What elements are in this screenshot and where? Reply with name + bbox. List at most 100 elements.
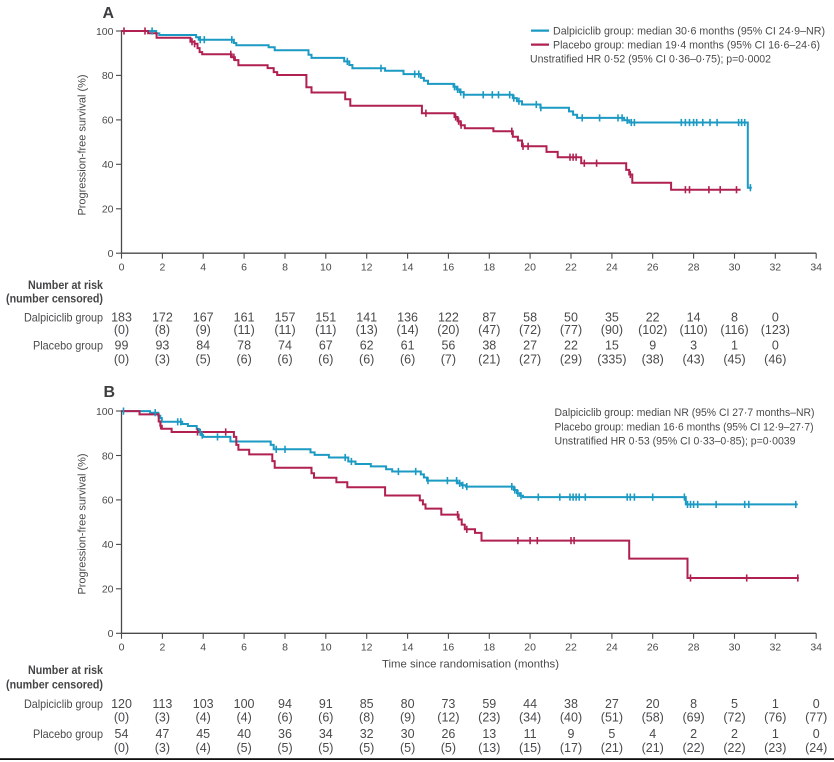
svg-text:99: 99 — [115, 339, 129, 353]
svg-text:113: 113 — [152, 697, 172, 711]
svg-text:(6): (6) — [236, 353, 251, 367]
svg-text:(3): (3) — [155, 710, 170, 724]
svg-text:0: 0 — [772, 311, 779, 325]
svg-text:(24): (24) — [805, 741, 827, 755]
svg-text:2: 2 — [731, 727, 738, 741]
svg-text:(20): (20) — [437, 323, 459, 337]
svg-text:45: 45 — [196, 727, 210, 741]
svg-text:10: 10 — [320, 642, 332, 654]
svg-text:(58): (58) — [642, 710, 664, 724]
svg-text:0: 0 — [772, 339, 779, 353]
svg-text:4: 4 — [649, 727, 656, 741]
svg-text:16: 16 — [443, 262, 455, 274]
svg-text:30: 30 — [729, 642, 741, 654]
svg-text:(43): (43) — [682, 353, 704, 367]
svg-text:Unstratified HR 0·53 (95% CI 0: Unstratified HR 0·53 (95% CI 0·33–0·85);… — [555, 436, 796, 448]
svg-text:(22): (22) — [723, 741, 745, 755]
svg-text:(102): (102) — [638, 323, 667, 337]
svg-text:(4): (4) — [196, 741, 211, 755]
svg-text:(123): (123) — [761, 323, 790, 337]
svg-text:122: 122 — [438, 311, 459, 325]
svg-text:78: 78 — [237, 339, 251, 353]
svg-text:26: 26 — [441, 727, 455, 741]
svg-text:141: 141 — [356, 311, 377, 325]
svg-text:(5): (5) — [318, 741, 333, 755]
svg-text:(6): (6) — [277, 710, 292, 724]
svg-text:(7): (7) — [441, 353, 456, 367]
svg-text:8: 8 — [690, 697, 697, 711]
svg-text:(21): (21) — [478, 353, 500, 367]
svg-text:1: 1 — [772, 727, 779, 741]
svg-text:93: 93 — [155, 339, 169, 353]
svg-text:(110): (110) — [679, 323, 707, 337]
svg-text:1: 1 — [731, 339, 738, 353]
svg-text:(6): (6) — [318, 710, 333, 724]
svg-text:15: 15 — [605, 339, 619, 353]
svg-text:62: 62 — [360, 339, 374, 353]
svg-text:(21): (21) — [601, 741, 623, 755]
svg-text:(0): (0) — [114, 710, 129, 724]
svg-text:10: 10 — [320, 262, 332, 274]
svg-text:5: 5 — [608, 727, 615, 741]
svg-text:(40): (40) — [560, 710, 582, 724]
svg-text:6: 6 — [241, 642, 247, 654]
svg-text:(8): (8) — [155, 323, 170, 337]
svg-text:(number censored): (number censored) — [6, 292, 103, 306]
svg-text:32: 32 — [769, 642, 781, 654]
svg-text:161: 161 — [234, 311, 255, 325]
svg-text:100: 100 — [96, 406, 114, 418]
svg-text:24: 24 — [606, 262, 618, 274]
svg-text:(11): (11) — [274, 323, 295, 337]
svg-text:183: 183 — [111, 311, 132, 325]
svg-text:167: 167 — [193, 311, 214, 325]
svg-text:(21): (21) — [642, 741, 664, 755]
svg-text:(5): (5) — [359, 741, 374, 755]
svg-text:60: 60 — [102, 495, 114, 507]
svg-text:30: 30 — [401, 727, 415, 741]
svg-text:87: 87 — [482, 311, 496, 325]
svg-text:61: 61 — [401, 339, 415, 353]
svg-text:27: 27 — [605, 697, 619, 711]
svg-text:20: 20 — [102, 584, 114, 596]
svg-text:(11): (11) — [233, 323, 254, 337]
svg-text:22: 22 — [565, 262, 577, 274]
svg-text:(34): (34) — [519, 710, 541, 724]
svg-text:(4): (4) — [236, 710, 251, 724]
svg-text:59: 59 — [482, 697, 496, 711]
svg-text:(72): (72) — [519, 323, 541, 337]
svg-text:(9): (9) — [196, 323, 211, 337]
svg-text:A: A — [103, 5, 115, 22]
svg-text:(8): (8) — [359, 710, 374, 724]
svg-text:103: 103 — [193, 697, 214, 711]
svg-text:Placebo group: Placebo group — [33, 727, 103, 741]
svg-text:35: 35 — [605, 311, 619, 325]
svg-text:73: 73 — [441, 697, 455, 711]
svg-text:34: 34 — [319, 727, 333, 741]
svg-text:20: 20 — [646, 697, 660, 711]
svg-text:27: 27 — [523, 339, 537, 353]
svg-text:(23): (23) — [478, 710, 500, 724]
svg-text:(5): (5) — [236, 741, 251, 755]
svg-text:22: 22 — [564, 339, 578, 353]
svg-text:28: 28 — [688, 262, 700, 274]
svg-text:4: 4 — [200, 262, 206, 274]
svg-text:(11): (11) — [315, 323, 336, 337]
svg-text:(0): (0) — [114, 353, 129, 367]
svg-text:(335): (335) — [597, 353, 626, 367]
svg-text:(15): (15) — [519, 741, 541, 755]
svg-text:18: 18 — [483, 262, 495, 274]
svg-text:(116): (116) — [720, 323, 748, 337]
svg-text:2: 2 — [690, 727, 697, 741]
svg-text:(9): (9) — [400, 710, 415, 724]
svg-text:11: 11 — [524, 727, 537, 741]
svg-text:60: 60 — [102, 115, 114, 127]
svg-text:(13): (13) — [356, 323, 378, 337]
svg-text:136: 136 — [397, 311, 418, 325]
svg-text:(17): (17) — [560, 741, 582, 755]
svg-text:91: 91 — [319, 697, 333, 711]
svg-text:50: 50 — [564, 311, 578, 325]
svg-text:172: 172 — [152, 311, 173, 325]
svg-text:38: 38 — [564, 697, 578, 711]
svg-text:26: 26 — [647, 642, 659, 654]
svg-text:40: 40 — [237, 727, 251, 741]
